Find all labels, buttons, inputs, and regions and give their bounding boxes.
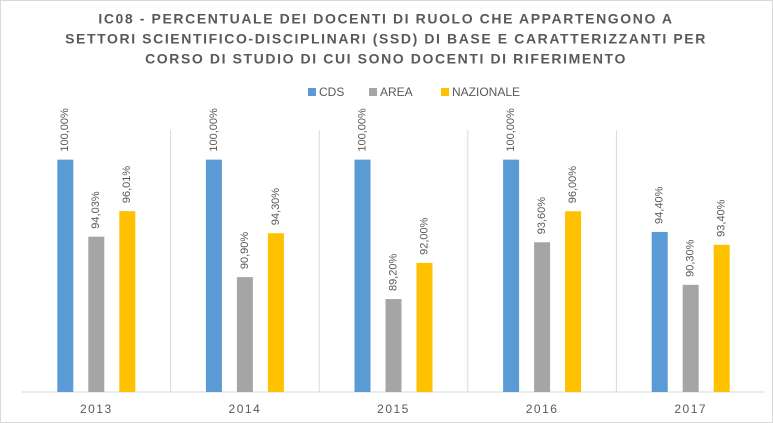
data-label: 92,00% (418, 217, 430, 255)
bar (57, 159, 74, 392)
bar (534, 242, 551, 392)
chart-title: SETTORI SCIENTIFICO-DISCIPLINARI (SSD) D… (65, 31, 707, 47)
chart-title: IC08 - PERCENTUALE DEI DOCENTI DI RUOLO … (98, 11, 673, 27)
x-tick-label: 2017 (674, 402, 707, 416)
legend-swatch (441, 88, 449, 96)
bar (354, 159, 371, 392)
bar (565, 211, 582, 392)
legend-swatch (369, 88, 377, 96)
bar (119, 211, 136, 392)
data-label: 100,00% (208, 108, 220, 152)
data-label: 94,30% (270, 188, 282, 226)
data-label: 96,01% (121, 166, 133, 204)
data-label: 100,00% (356, 108, 368, 152)
legend-label: CDS (319, 85, 344, 99)
data-label: 100,00% (505, 108, 517, 152)
data-label: 94,40% (654, 186, 666, 224)
bar (236, 277, 253, 392)
data-label: 100,00% (59, 108, 71, 152)
bar (651, 231, 668, 392)
data-label: 93,60% (536, 197, 548, 235)
bar (385, 299, 402, 392)
data-label: 96,00% (567, 166, 579, 204)
bar (713, 244, 730, 392)
x-tick-label: 2014 (229, 402, 262, 416)
legend-label: NAZIONALE (452, 85, 520, 99)
data-label: 90,90% (239, 232, 251, 270)
bar (682, 284, 699, 392)
bar (267, 233, 284, 392)
legend-label: AREA (380, 85, 413, 99)
data-label: 89,20% (387, 254, 399, 292)
legend-swatch (308, 88, 316, 96)
data-label: 90,30% (685, 239, 697, 277)
data-label: 93,40% (716, 199, 728, 237)
bar (503, 159, 520, 392)
bar (205, 159, 222, 392)
bar (88, 236, 105, 392)
bar (416, 262, 433, 392)
chart-title: CORSO DI STUDIO DI CUI SONO DOCENTI DI R… (145, 51, 627, 67)
x-tick-label: 2013 (80, 402, 113, 416)
data-label: 94,03% (90, 191, 102, 229)
x-tick-label: 2015 (377, 402, 410, 416)
x-tick-label: 2016 (526, 402, 559, 416)
